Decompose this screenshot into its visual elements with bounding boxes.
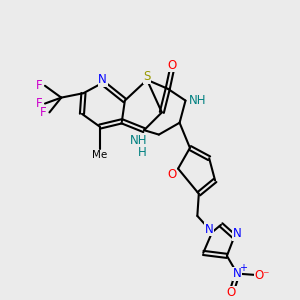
Text: F: F	[35, 79, 42, 92]
Text: O⁻: O⁻	[255, 268, 270, 282]
Text: F: F	[40, 106, 46, 119]
Text: NH: NH	[189, 94, 206, 107]
Text: NH: NH	[130, 134, 147, 147]
Text: N: N	[233, 227, 242, 240]
Text: O: O	[227, 286, 236, 299]
Text: N: N	[98, 74, 107, 86]
Text: Me: Me	[92, 150, 107, 160]
Text: O: O	[168, 58, 177, 72]
Text: N: N	[205, 223, 214, 236]
Text: S: S	[143, 70, 151, 83]
Text: N: N	[233, 267, 242, 280]
Text: +: +	[238, 263, 247, 273]
Text: H: H	[138, 146, 147, 159]
Text: O: O	[168, 168, 177, 181]
Text: F: F	[35, 97, 42, 110]
